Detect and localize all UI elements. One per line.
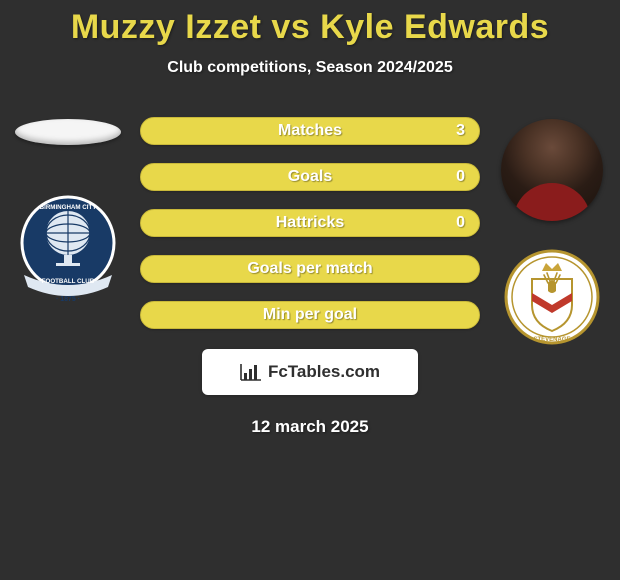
stat-label: Goals per match bbox=[247, 260, 372, 278]
stat-bar-min-per-goal: Min per goal bbox=[140, 301, 480, 329]
right-player-photo bbox=[501, 119, 603, 221]
stat-label: Goals bbox=[288, 168, 332, 186]
svg-text:FOOTBALL CLUB: FOOTBALL CLUB bbox=[42, 278, 95, 285]
right-player-column: STEVENAGE bbox=[492, 117, 612, 345]
svg-text:BIRMINGHAM CITY: BIRMINGHAM CITY bbox=[40, 204, 98, 211]
left-player-photo-placeholder bbox=[15, 119, 121, 145]
left-club-crest: BIRMINGHAM CITY FOOTBALL CLUB · 1875 · bbox=[18, 185, 118, 313]
branding-badge: FcTables.com bbox=[202, 349, 418, 395]
comparison-card: Muzzy Izzet vs Kyle Edwards Club competi… bbox=[0, 0, 620, 580]
comparison-date: 12 march 2025 bbox=[0, 417, 620, 437]
svg-text:STEVENAGE: STEVENAGE bbox=[533, 337, 570, 343]
stat-bar-hattricks: Hattricks 0 bbox=[140, 209, 480, 237]
stat-bar-goals-per-match: Goals per match bbox=[140, 255, 480, 283]
content-area: BIRMINGHAM CITY FOOTBALL CLUB · 1875 · bbox=[0, 117, 620, 437]
bar-chart-icon bbox=[240, 363, 262, 381]
page-title: Muzzy Izzet vs Kyle Edwards bbox=[0, 0, 620, 47]
svg-text:· 1875 ·: · 1875 · bbox=[56, 296, 80, 303]
page-subtitle: Club competitions, Season 2024/2025 bbox=[0, 59, 620, 77]
stat-value-right: 0 bbox=[456, 214, 465, 232]
stat-label: Min per goal bbox=[263, 306, 357, 324]
stat-label: Matches bbox=[278, 122, 342, 140]
stat-value-right: 0 bbox=[456, 168, 465, 186]
stat-value-right: 3 bbox=[456, 122, 465, 140]
stat-bar-goals: Goals 0 bbox=[140, 163, 480, 191]
stat-label: Hattricks bbox=[276, 214, 344, 232]
left-player-column: BIRMINGHAM CITY FOOTBALL CLUB · 1875 · bbox=[8, 117, 128, 313]
stat-bar-matches: Matches 3 bbox=[140, 117, 480, 145]
right-club-crest: STEVENAGE bbox=[504, 249, 600, 345]
stat-bars: Matches 3 Goals 0 Hattricks 0 Goals per … bbox=[140, 117, 480, 329]
branding-text: FcTables.com bbox=[268, 362, 380, 382]
